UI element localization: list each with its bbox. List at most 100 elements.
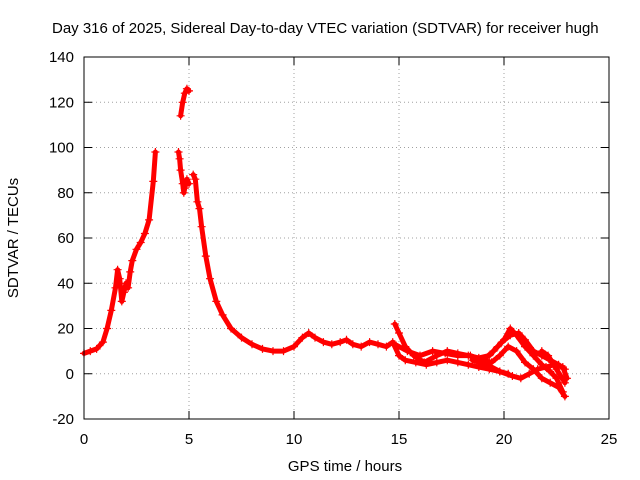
data-point — [151, 148, 160, 156]
data-point — [248, 340, 256, 349]
data-point — [197, 222, 206, 231]
data-point — [269, 347, 277, 356]
data-point — [176, 166, 185, 175]
data-point — [348, 340, 357, 349]
data-point — [128, 256, 137, 265]
data-point — [103, 324, 112, 333]
data-point — [552, 365, 561, 374]
data-point — [136, 238, 145, 247]
series-layer — [80, 84, 571, 401]
series-branch-5 — [537, 347, 569, 387]
data-point — [132, 245, 141, 254]
series-line — [539, 348, 568, 386]
data-point — [193, 197, 202, 206]
data-point — [495, 351, 504, 360]
y-tick-label: 40 — [57, 275, 74, 292]
y-tick-label: 0 — [66, 366, 74, 383]
data-point — [497, 338, 506, 347]
data-point — [506, 331, 515, 340]
data-point — [525, 369, 534, 378]
data-point — [560, 392, 569, 401]
data-point — [124, 283, 133, 292]
data-point — [140, 229, 149, 238]
series-line — [392, 341, 568, 399]
data-point — [542, 363, 550, 371]
data-point — [544, 351, 553, 360]
data-point — [185, 86, 193, 95]
data-point — [191, 175, 200, 184]
data-point — [395, 351, 403, 360]
y-tick-label: 100 — [49, 140, 74, 157]
data-point — [554, 383, 563, 392]
data-point — [489, 347, 498, 356]
data-point — [506, 324, 515, 333]
data-point — [365, 338, 374, 347]
data-point — [428, 347, 437, 356]
y-tick-label: 120 — [49, 94, 74, 111]
data-point — [374, 340, 382, 349]
data-point — [182, 175, 191, 184]
data-point — [342, 335, 351, 344]
y-tick-label: -20 — [52, 411, 74, 428]
data-point — [126, 267, 135, 276]
data-point — [390, 320, 399, 328]
data-point — [512, 347, 521, 356]
data-point — [180, 89, 189, 98]
data-point — [521, 335, 529, 344]
data-point — [546, 378, 555, 387]
data-point — [206, 274, 214, 283]
x-tick-labels: 0 5 10 15 20 25 — [80, 431, 618, 448]
data-point — [218, 310, 227, 319]
data-point — [495, 367, 504, 376]
data-point — [546, 367, 555, 376]
data-point — [111, 283, 120, 292]
data-point — [453, 351, 462, 360]
data-point — [117, 297, 126, 306]
data-point — [174, 148, 183, 156]
data-point — [453, 358, 462, 367]
y-tick-label: 80 — [57, 185, 74, 202]
data-point — [556, 372, 565, 380]
data-point — [395, 329, 403, 337]
data-point — [258, 344, 267, 353]
data-point — [521, 358, 529, 367]
data-point — [464, 360, 473, 369]
data-point — [92, 344, 101, 353]
data-point — [279, 347, 288, 356]
data-point — [514, 329, 523, 337]
data-point — [420, 358, 429, 367]
data-point — [98, 338, 107, 347]
x-tick-label: 5 — [185, 431, 193, 448]
y-tick-labels: -20 0 20 40 60 80 100 120 140 — [49, 49, 74, 428]
data-point — [403, 347, 412, 356]
data-point — [357, 342, 366, 351]
data-point — [298, 333, 307, 342]
data-point — [537, 374, 546, 383]
y-tick-label: 140 — [49, 49, 74, 66]
data-point — [237, 333, 246, 342]
data-point — [466, 351, 475, 360]
data-point — [145, 215, 154, 224]
data-point — [189, 170, 198, 179]
data-point — [311, 333, 319, 342]
x-tick-label: 0 — [80, 431, 88, 448]
data-point — [107, 306, 116, 315]
y-tick-label: 20 — [57, 321, 74, 338]
data-point — [319, 338, 328, 347]
data-point — [529, 347, 538, 356]
data-point — [290, 342, 298, 351]
data-point — [390, 340, 399, 349]
data-point — [86, 347, 95, 356]
data-point — [212, 297, 221, 306]
x-tick-label: 15 — [391, 431, 408, 448]
data-point — [537, 347, 546, 356]
data-point — [548, 358, 557, 367]
data-point — [336, 338, 345, 347]
data-point — [443, 356, 452, 365]
data-point — [468, 356, 477, 365]
data-point — [416, 351, 424, 360]
data-point — [185, 179, 193, 188]
data-point — [175, 154, 184, 163]
